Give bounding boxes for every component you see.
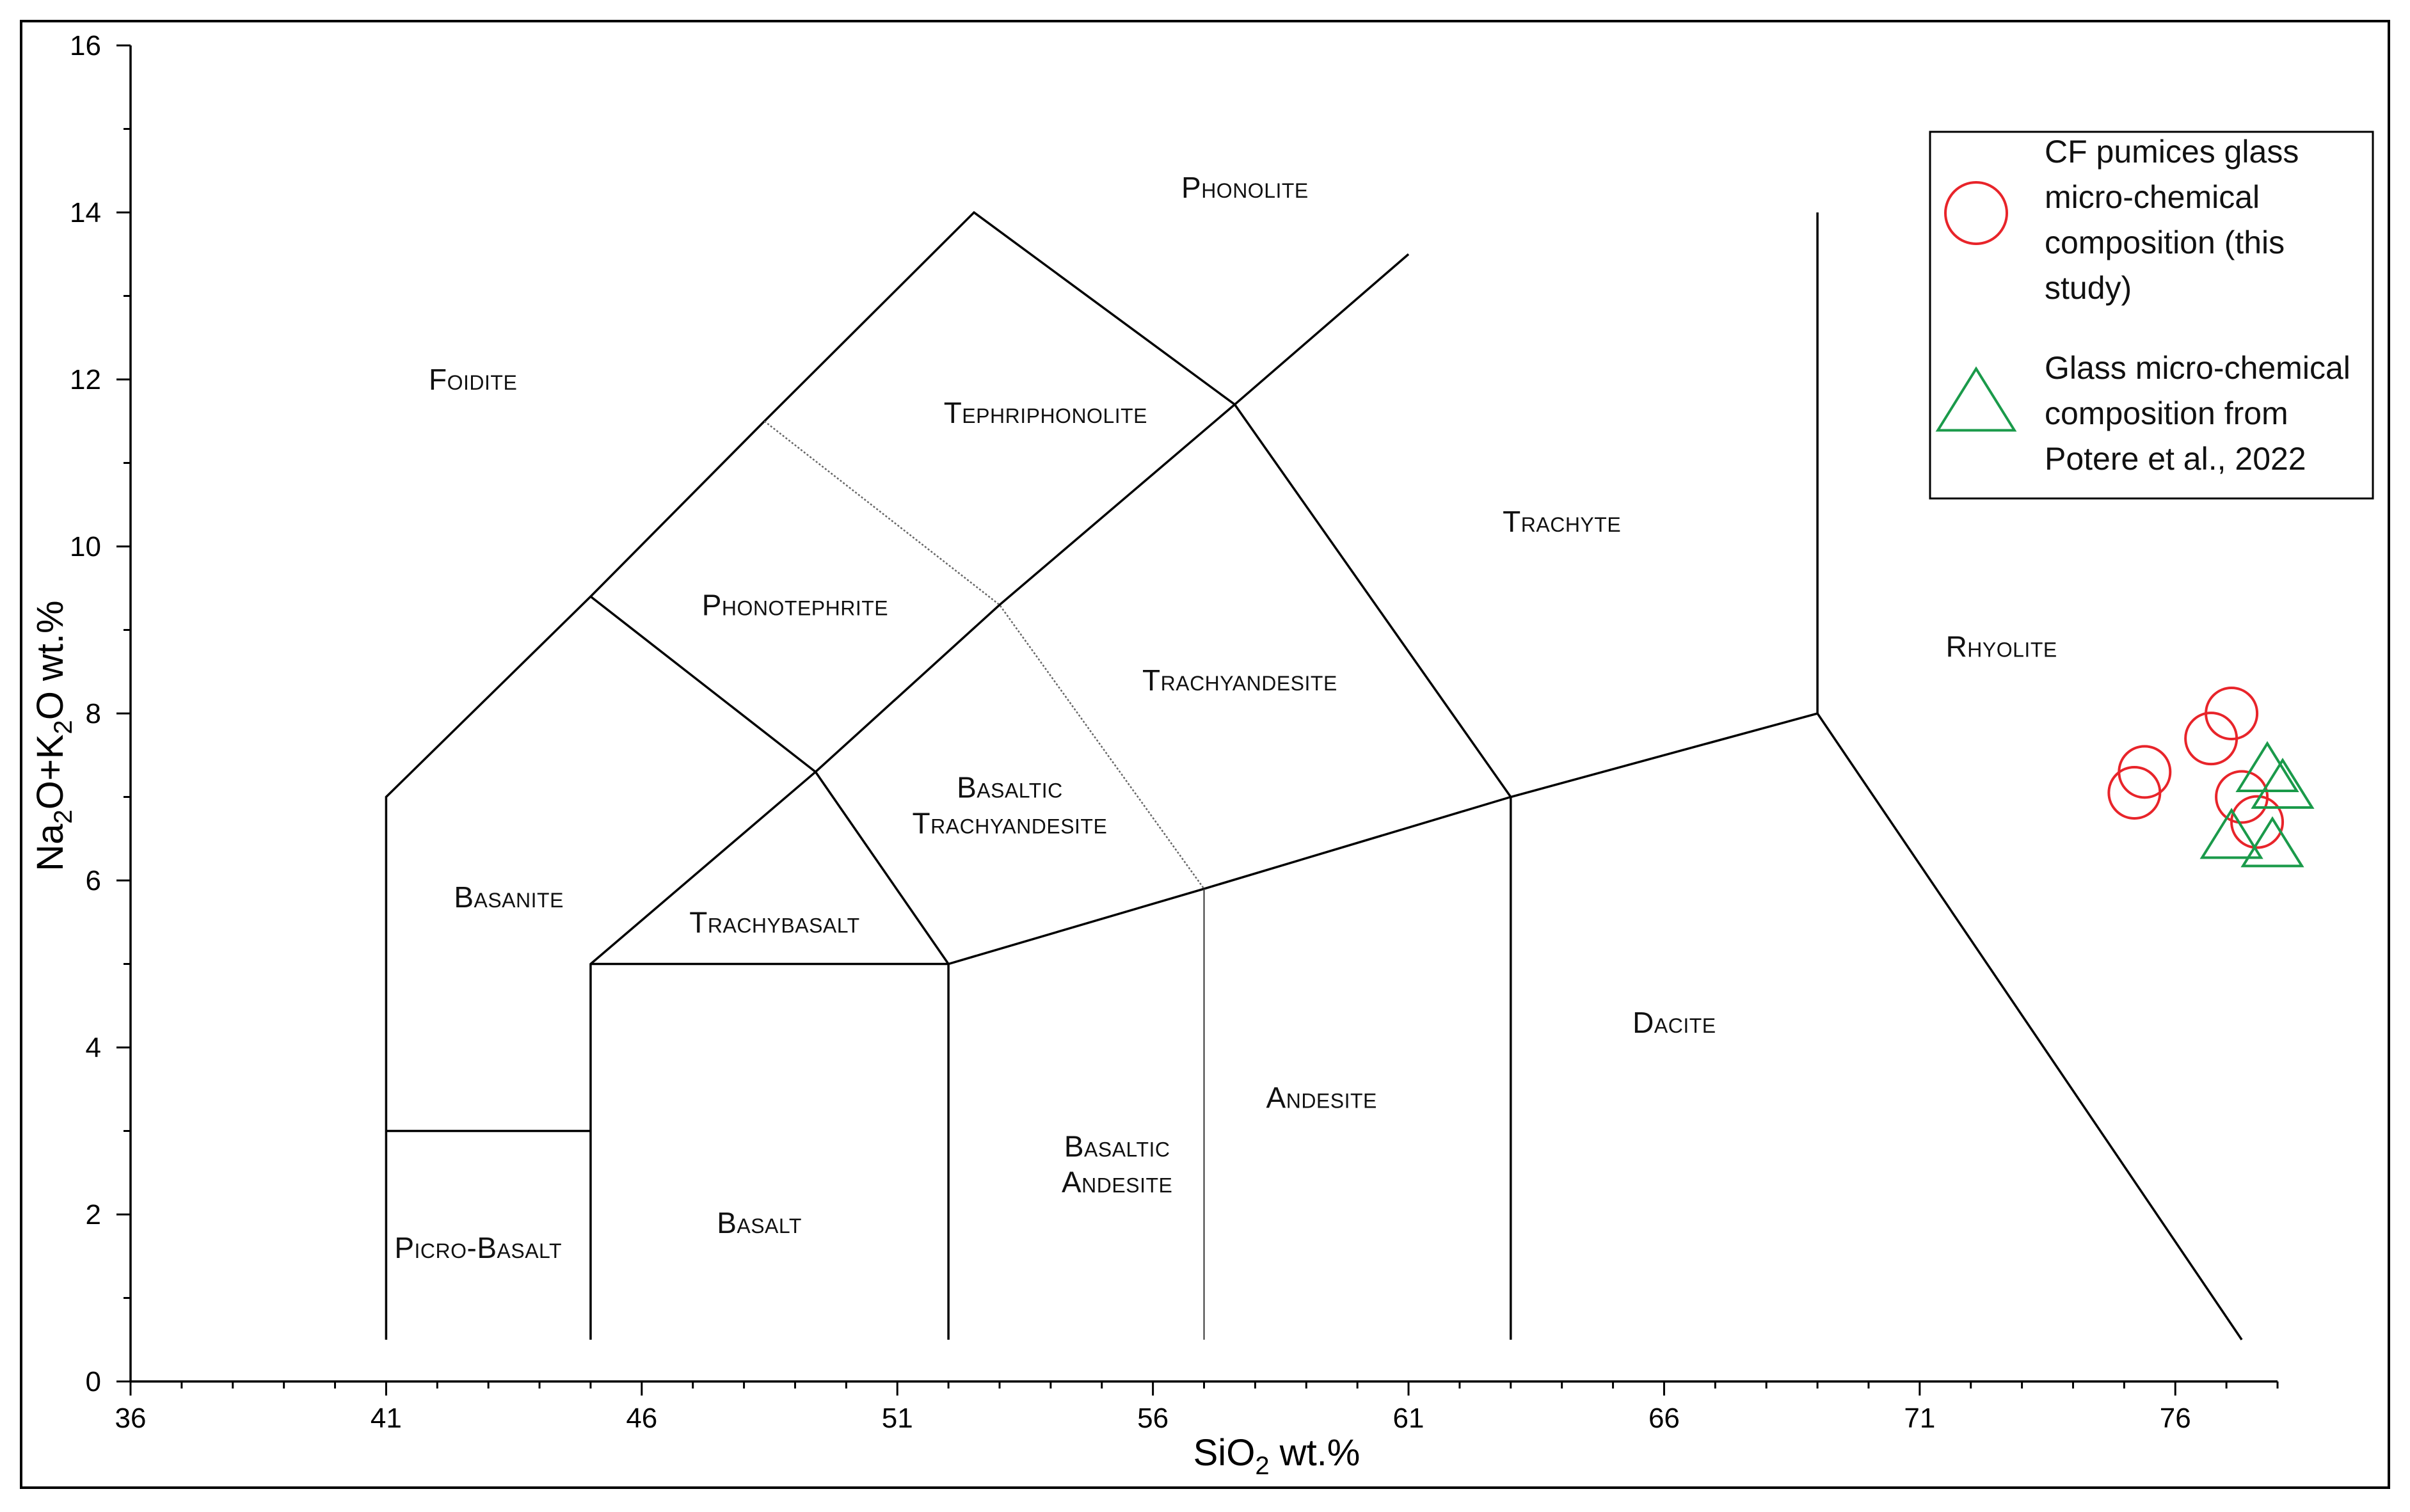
field-boundary-0 <box>385 211 1512 1340</box>
field-label-andesite: Andesite <box>1062 1166 1172 1199</box>
legend-text-line: study) <box>2045 270 2132 306</box>
legend: CF pumices glass micro-chemical compositio… <box>1929 131 2374 500</box>
field-label-dacite: Dacite <box>1632 1006 1716 1039</box>
x-tick-label: 46 <box>626 1403 657 1434</box>
field-label-phonolite: Phonolite <box>1181 171 1309 204</box>
x-tick-label: 51 <box>882 1403 913 1434</box>
data-point-circle <box>2118 745 2172 799</box>
field-label-rhyolite: Rhyolite <box>1946 630 2057 664</box>
y-tick-label: 6 <box>86 865 101 896</box>
y-tick-label: 4 <box>86 1032 101 1063</box>
y-tick-label: 14 <box>70 197 101 228</box>
field-label-trachybasalt: Trachybasalt <box>689 905 859 939</box>
legend-text-line: composition from <box>2045 395 2288 431</box>
data-point-triangle <box>2199 808 2263 859</box>
field-boundaries <box>385 211 2243 1341</box>
legend-text-line: CF pumices glass <box>2045 134 2299 170</box>
legend-text-line: composition (this <box>2045 225 2285 260</box>
data-point-circle <box>2205 687 2259 740</box>
x-tick-label: 66 <box>1648 1403 1680 1434</box>
field-label-trachyandesite: Trachyandesite <box>913 807 1108 840</box>
legend-text-line: Potere et al., 2022 <box>2045 441 2306 477</box>
data-points <box>2107 687 2315 868</box>
x-tick-label: 76 <box>2160 1403 2191 1434</box>
field-boundary-7 <box>763 420 1205 889</box>
figure-frame <box>20 20 2390 1489</box>
field-label-basaltic: Basaltic <box>1064 1130 1170 1163</box>
field-label-trachyandesite: Trachyandesite <box>1142 664 1337 697</box>
x-tick-label: 61 <box>1393 1403 1424 1434</box>
legend-symbol-circle <box>1944 181 2008 245</box>
field-label-basanite: Basanite <box>454 880 564 914</box>
field-label-basaltic: Basaltic <box>957 771 1063 804</box>
data-point-triangle <box>2251 758 2315 809</box>
field-label-picro-basalt: Picro-Basalt <box>394 1231 562 1264</box>
legend-symbol-triangle <box>1935 366 2017 432</box>
data-point-circle <box>2107 765 2162 820</box>
field-label-phonotephrite: Phonotephrite <box>702 588 888 621</box>
field-label-tephriphonolite: Tephriphonolite <box>944 396 1147 429</box>
field-boundary-2 <box>589 253 1410 1340</box>
field-label-andesite: Andesite <box>1266 1081 1377 1114</box>
x-tick-label: 41 <box>371 1403 402 1434</box>
y-tick-label: 10 <box>70 531 101 562</box>
y-tick-label: 16 <box>70 30 101 61</box>
field-boundary-3 <box>590 712 2243 1341</box>
data-point-circle <box>2215 770 2269 824</box>
data-point-triangle <box>2235 741 2299 792</box>
y-tick-label: 12 <box>70 364 101 395</box>
y-tick-label: 8 <box>86 698 101 729</box>
y-axis-title: Na2O+K2O wt.% <box>29 600 77 871</box>
legend-text-line: micro-chemical <box>2045 179 2260 215</box>
legend-box <box>1929 131 2374 500</box>
y-tick-label: 2 <box>86 1199 101 1230</box>
data-point-circle <box>2230 795 2285 849</box>
field-label-foidite: Foidite <box>429 363 517 396</box>
field-label-basalt: Basalt <box>717 1206 802 1239</box>
x-tick-label: 36 <box>115 1403 147 1434</box>
data-point-triangle <box>2240 816 2304 868</box>
field-labels: Foidite Phonolite Tephriphonolite Phonoteph… <box>394 171 2057 1264</box>
field-label-trachyte: Trachyte <box>1503 505 1621 538</box>
y-tick-label: 0 <box>86 1366 101 1397</box>
x-tick-label: 56 <box>1137 1403 1169 1434</box>
legend-text-line: Glass micro-chemical <box>2045 350 2350 386</box>
x-tick-label: 71 <box>1904 1403 1935 1434</box>
field-boundary-4 <box>589 595 950 1340</box>
x-axis-title: SiO2 wt.% <box>1193 1432 1361 1480</box>
